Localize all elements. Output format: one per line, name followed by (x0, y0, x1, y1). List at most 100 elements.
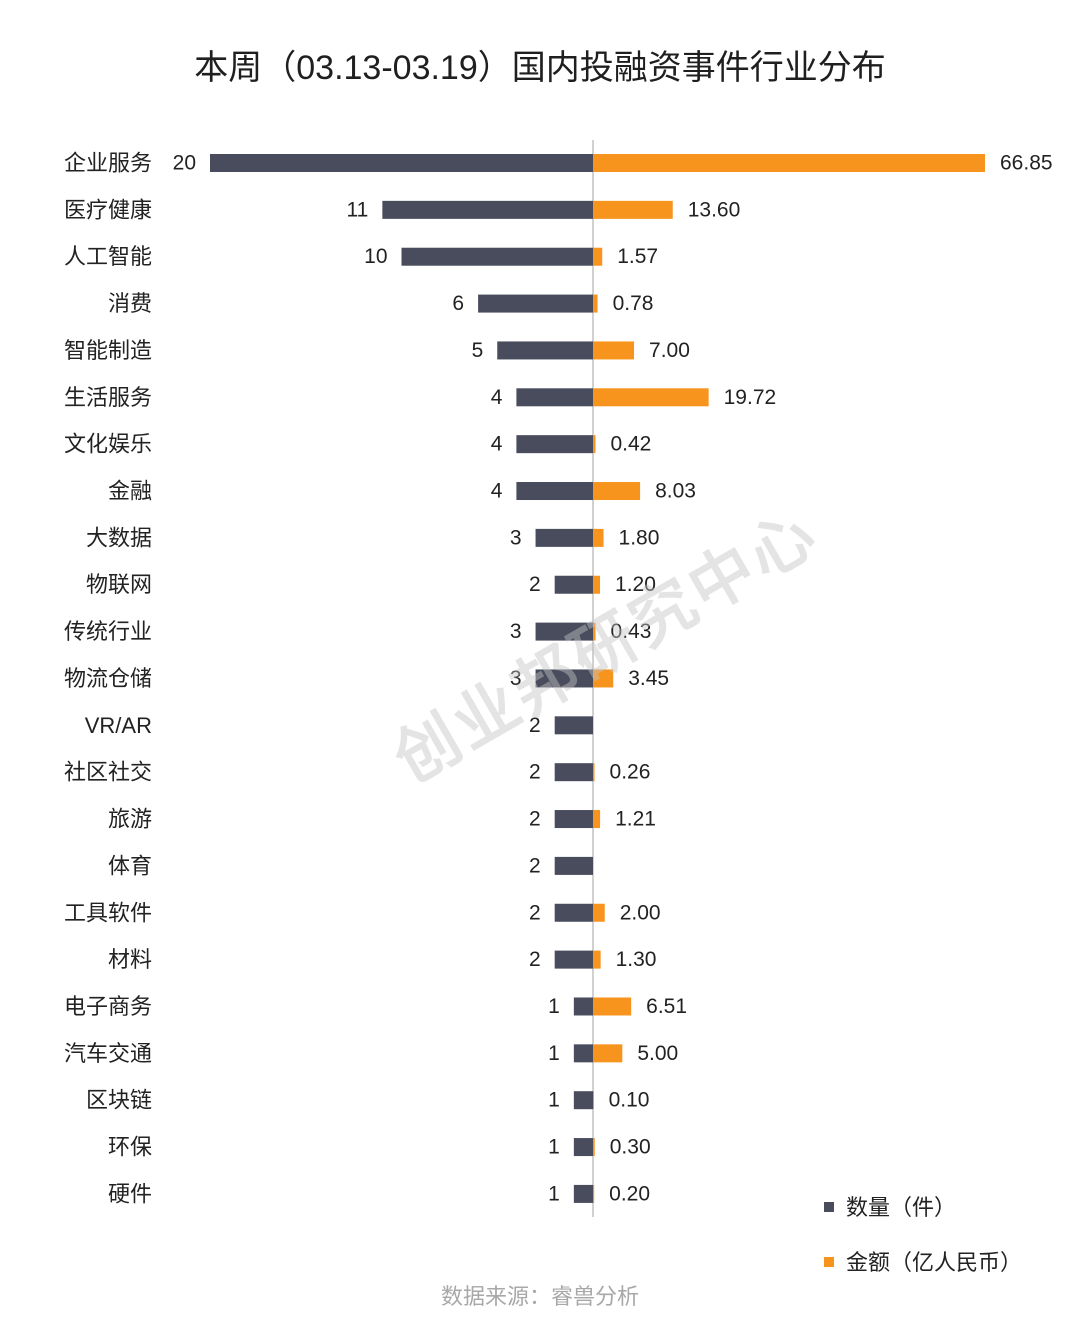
count-bar (382, 200, 593, 219)
amount-value-label: 0.30 (610, 1136, 651, 1159)
count-bar (573, 997, 593, 1016)
amount-value-label: 8.03 (655, 480, 696, 503)
chart-row: 工具软件 2 2.00 (64, 900, 661, 925)
category-label: 文化娱乐 (64, 432, 152, 457)
count-value-label: 11 (347, 198, 369, 221)
category-label: VR/AR (85, 713, 152, 738)
count-value-label: 1 (548, 1182, 560, 1205)
count-value-label: 10 (364, 245, 387, 268)
category-label: 智能制造 (64, 338, 152, 363)
count-bar (516, 388, 593, 407)
count-bar (554, 903, 593, 922)
amount-bar (593, 622, 596, 641)
chart-row: 区块链 1 0.10 (86, 1088, 649, 1113)
chart-row: 电子商务 1 6.51 (64, 994, 687, 1019)
amount-value-label: 1.30 (616, 948, 657, 971)
legend-swatch-amount (824, 1257, 834, 1267)
chart-row: 旅游 2 1.21 (108, 807, 656, 832)
chart-row: 硬件 1 0.20 (108, 1181, 650, 1206)
category-label: 区块链 (86, 1088, 152, 1113)
legend: 数量（件） 金额（亿人民币） (824, 1195, 1022, 1275)
amount-bar (593, 1184, 595, 1203)
chart-row: 汽车交通 1 5.00 (64, 1041, 678, 1066)
legend-item-amount: 金额（亿人民币） (824, 1250, 1022, 1275)
count-bar (516, 435, 593, 454)
chart-row: 大数据 3 1.80 (86, 525, 659, 550)
amount-bar (593, 950, 601, 969)
category-label: 汽车交通 (64, 1041, 152, 1066)
category-label: 旅游 (108, 807, 152, 832)
amount-bar (593, 1091, 594, 1110)
count-value-label: 5 (472, 339, 484, 362)
count-bar (554, 950, 593, 969)
amount-bar (593, 669, 614, 688)
count-bar (573, 1091, 593, 1110)
chart-row: 传统行业 3 0.43 (64, 619, 651, 644)
count-value-label: 4 (491, 433, 503, 456)
amount-bar (593, 482, 641, 501)
count-value-label: 20 (173, 152, 196, 175)
amount-value-label: 66.85 (1000, 152, 1053, 175)
amount-value-label: 0.10 (609, 1089, 650, 1112)
category-label: 生活服务 (64, 385, 152, 410)
amount-value-label: 0.43 (611, 620, 652, 643)
count-value-label: 1 (548, 1136, 560, 1159)
count-value-label: 4 (491, 480, 503, 503)
amount-bar (593, 435, 596, 454)
category-label: 医疗健康 (64, 197, 152, 222)
count-value-label: 4 (491, 386, 503, 409)
chart-row: 社区社交 2 0.26 (64, 760, 650, 785)
amount-value-label: 1.20 (615, 573, 656, 596)
count-value-label: 2 (529, 901, 541, 924)
amount-bar (593, 528, 604, 547)
count-value-label: 6 (452, 292, 464, 315)
chart-row: 企业服务 20 66.85 (64, 151, 1053, 176)
amount-value-label: 0.20 (609, 1182, 650, 1205)
amount-value-label: 0.42 (610, 433, 651, 456)
amount-bar (593, 903, 605, 922)
amount-bar (593, 294, 598, 313)
chart-row: 物流仓储 3 3.45 (64, 666, 669, 691)
count-value-label: 1 (548, 1089, 560, 1112)
count-value-label: 2 (529, 761, 541, 784)
category-label: 体育 (108, 853, 152, 878)
count-bar (535, 528, 593, 547)
count-value-label: 3 (510, 526, 522, 549)
count-value-label: 3 (510, 667, 522, 690)
amount-value-label: 5.00 (637, 1042, 678, 1065)
amount-value-label: 3.45 (628, 667, 669, 690)
count-value-label: 3 (510, 620, 522, 643)
category-label: 消费 (108, 291, 152, 316)
category-label: 人工智能 (64, 244, 152, 269)
category-label: 传统行业 (64, 619, 152, 644)
count-bar (478, 294, 593, 313)
count-value-label: 1 (548, 995, 560, 1018)
category-label: 金融 (108, 479, 152, 504)
chart-row: 生活服务 4 19.72 (64, 385, 776, 410)
category-label: 大数据 (86, 525, 152, 550)
amount-bar (593, 341, 635, 360)
legend-item-count: 数量（件） (824, 1195, 956, 1220)
count-bar (554, 856, 593, 875)
amount-bar (593, 763, 595, 782)
count-value-label: 2 (529, 808, 541, 831)
chart-row: 智能制造 5 7.00 (64, 338, 690, 363)
amount-value-label: 0.78 (613, 292, 654, 315)
legend-label-count: 数量（件） (846, 1195, 956, 1220)
legend-label-amount: 金额（亿人民币） (846, 1250, 1022, 1275)
count-bar (554, 810, 593, 829)
chart-row: 消费 6 0.78 (108, 291, 653, 316)
category-label: 环保 (108, 1135, 152, 1160)
count-bar (573, 1138, 593, 1157)
count-bar (535, 622, 593, 641)
chart-row: 环保 1 0.30 (108, 1135, 651, 1160)
amount-bar (593, 388, 709, 407)
count-bar (210, 154, 593, 172)
amount-value-label: 1.57 (617, 245, 658, 268)
count-value-label: 1 (548, 1042, 560, 1065)
amount-bar (593, 1044, 623, 1063)
count-bar (516, 482, 593, 501)
count-bar (573, 1184, 593, 1203)
amount-bar (593, 154, 985, 172)
